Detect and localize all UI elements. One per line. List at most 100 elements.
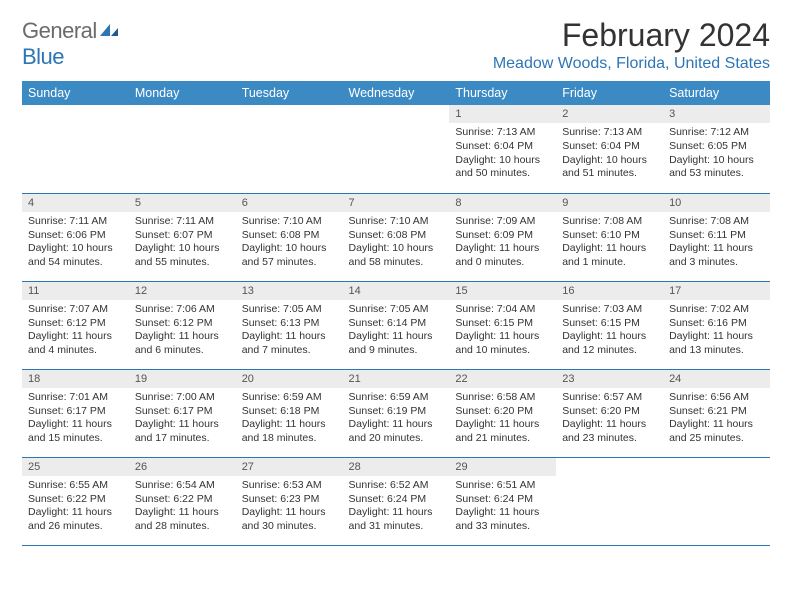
day-line: Sunset: 6:20 PM [562,405,657,419]
calendar-cell: 11Sunrise: 7:07 AMSunset: 6:12 PMDayligh… [22,281,129,369]
calendar-week: 4Sunrise: 7:11 AMSunset: 6:06 PMDaylight… [22,193,770,281]
day-line: Daylight: 11 hours and 17 minutes. [135,418,230,445]
day-content: Sunrise: 7:09 AMSunset: 6:09 PMDaylight:… [449,212,556,274]
day-line: Sunset: 6:11 PM [669,229,764,243]
day-content: Sunrise: 7:13 AMSunset: 6:04 PMDaylight:… [556,123,663,185]
day-line: Daylight: 11 hours and 1 minute. [562,242,657,269]
day-line: Sunset: 6:15 PM [455,317,550,331]
day-line: Sunrise: 7:02 AM [669,303,764,317]
day-line: Sunrise: 7:08 AM [669,215,764,229]
day-content: Sunrise: 7:12 AMSunset: 6:05 PMDaylight:… [663,123,770,185]
day-line: Daylight: 11 hours and 31 minutes. [349,506,444,533]
calendar-cell: 28Sunrise: 6:52 AMSunset: 6:24 PMDayligh… [343,457,450,545]
day-content: Sunrise: 7:03 AMSunset: 6:15 PMDaylight:… [556,300,663,362]
day-number: 24 [663,370,770,388]
day-number: 15 [449,282,556,300]
calendar-week: 11Sunrise: 7:07 AMSunset: 6:12 PMDayligh… [22,281,770,369]
day-content: Sunrise: 6:57 AMSunset: 6:20 PMDaylight:… [556,388,663,450]
day-line: Daylight: 11 hours and 15 minutes. [28,418,123,445]
day-line: Daylight: 11 hours and 0 minutes. [455,242,550,269]
day-line: Sunset: 6:15 PM [562,317,657,331]
calendar-cell: 8Sunrise: 7:09 AMSunset: 6:09 PMDaylight… [449,193,556,281]
day-line: Sunset: 6:08 PM [242,229,337,243]
day-line: Sunrise: 7:09 AM [455,215,550,229]
day-line: Daylight: 11 hours and 20 minutes. [349,418,444,445]
day-line: Sunset: 6:08 PM [349,229,444,243]
month-title: February 2024 [493,18,770,53]
day-line: Daylight: 11 hours and 21 minutes. [455,418,550,445]
day-header: Thursday [449,81,556,105]
day-number: 29 [449,458,556,476]
calendar-cell: 17Sunrise: 7:02 AMSunset: 6:16 PMDayligh… [663,281,770,369]
day-number: 17 [663,282,770,300]
day-line: Sunset: 6:21 PM [669,405,764,419]
day-line: Sunset: 6:22 PM [135,493,230,507]
day-content: Sunrise: 6:53 AMSunset: 6:23 PMDaylight:… [236,476,343,538]
day-content: Sunrise: 7:05 AMSunset: 6:14 PMDaylight:… [343,300,450,362]
day-content: Sunrise: 7:08 AMSunset: 6:10 PMDaylight:… [556,212,663,274]
day-line: Sunrise: 7:05 AM [349,303,444,317]
day-line: Sunrise: 7:13 AM [455,126,550,140]
day-content: Sunrise: 7:13 AMSunset: 6:04 PMDaylight:… [449,123,556,185]
day-line: Daylight: 10 hours and 58 minutes. [349,242,444,269]
calendar-body: 1Sunrise: 7:13 AMSunset: 6:04 PMDaylight… [22,105,770,545]
day-line: Sunrise: 6:57 AM [562,391,657,405]
day-content: Sunrise: 7:01 AMSunset: 6:17 PMDaylight:… [22,388,129,450]
day-header: Friday [556,81,663,105]
day-line: Daylight: 11 hours and 25 minutes. [669,418,764,445]
day-line: Sunrise: 7:11 AM [135,215,230,229]
calendar-cell: 4Sunrise: 7:11 AMSunset: 6:06 PMDaylight… [22,193,129,281]
calendar-week: 25Sunrise: 6:55 AMSunset: 6:22 PMDayligh… [22,457,770,545]
calendar-cell: 25Sunrise: 6:55 AMSunset: 6:22 PMDayligh… [22,457,129,545]
day-content: Sunrise: 6:59 AMSunset: 6:18 PMDaylight:… [236,388,343,450]
calendar-cell: 21Sunrise: 6:59 AMSunset: 6:19 PMDayligh… [343,369,450,457]
day-line: Sunset: 6:10 PM [562,229,657,243]
day-content: Sunrise: 7:11 AMSunset: 6:06 PMDaylight:… [22,212,129,274]
calendar-cell: 7Sunrise: 7:10 AMSunset: 6:08 PMDaylight… [343,193,450,281]
day-line: Sunset: 6:05 PM [669,140,764,154]
calendar-cell: 9Sunrise: 7:08 AMSunset: 6:10 PMDaylight… [556,193,663,281]
day-number: 1 [449,105,556,123]
day-line: Sunset: 6:04 PM [455,140,550,154]
day-line: Sunrise: 7:03 AM [562,303,657,317]
day-content: Sunrise: 7:11 AMSunset: 6:07 PMDaylight:… [129,212,236,274]
calendar-cell: 2Sunrise: 7:13 AMSunset: 6:04 PMDaylight… [556,105,663,193]
calendar-cell: 23Sunrise: 6:57 AMSunset: 6:20 PMDayligh… [556,369,663,457]
day-number: 3 [663,105,770,123]
day-line: Daylight: 11 hours and 23 minutes. [562,418,657,445]
day-line: Sunset: 6:19 PM [349,405,444,419]
day-number: 23 [556,370,663,388]
day-line: Sunrise: 6:56 AM [669,391,764,405]
day-content: Sunrise: 7:10 AMSunset: 6:08 PMDaylight:… [236,212,343,274]
day-line: Sunset: 6:16 PM [669,317,764,331]
day-line: Sunset: 6:06 PM [28,229,123,243]
day-line: Daylight: 10 hours and 54 minutes. [28,242,123,269]
logo-sail-icon [98,22,120,38]
day-number: 10 [663,194,770,212]
day-number: 7 [343,194,450,212]
day-line: Sunrise: 6:53 AM [242,479,337,493]
calendar-cell: 18Sunrise: 7:01 AMSunset: 6:17 PMDayligh… [22,369,129,457]
day-header: Monday [129,81,236,105]
day-content: Sunrise: 7:02 AMSunset: 6:16 PMDaylight:… [663,300,770,362]
calendar-cell: 20Sunrise: 6:59 AMSunset: 6:18 PMDayligh… [236,369,343,457]
day-header: Wednesday [343,81,450,105]
day-content: Sunrise: 7:08 AMSunset: 6:11 PMDaylight:… [663,212,770,274]
day-content: Sunrise: 6:55 AMSunset: 6:22 PMDaylight:… [22,476,129,538]
day-line: Sunrise: 7:04 AM [455,303,550,317]
day-line: Sunrise: 7:07 AM [28,303,123,317]
day-line: Sunset: 6:12 PM [28,317,123,331]
day-line: Daylight: 10 hours and 55 minutes. [135,242,230,269]
day-header: Sunday [22,81,129,105]
day-line: Daylight: 11 hours and 26 minutes. [28,506,123,533]
day-content: Sunrise: 6:56 AMSunset: 6:21 PMDaylight:… [663,388,770,450]
calendar-cell [556,457,663,545]
day-content: Sunrise: 7:10 AMSunset: 6:08 PMDaylight:… [343,212,450,274]
calendar-week: 18Sunrise: 7:01 AMSunset: 6:17 PMDayligh… [22,369,770,457]
day-number: 16 [556,282,663,300]
day-line: Daylight: 11 hours and 3 minutes. [669,242,764,269]
day-content: Sunrise: 7:07 AMSunset: 6:12 PMDaylight:… [22,300,129,362]
day-number: 6 [236,194,343,212]
title-block: February 2024 Meadow Woods, Florida, Uni… [493,18,770,73]
day-number: 18 [22,370,129,388]
